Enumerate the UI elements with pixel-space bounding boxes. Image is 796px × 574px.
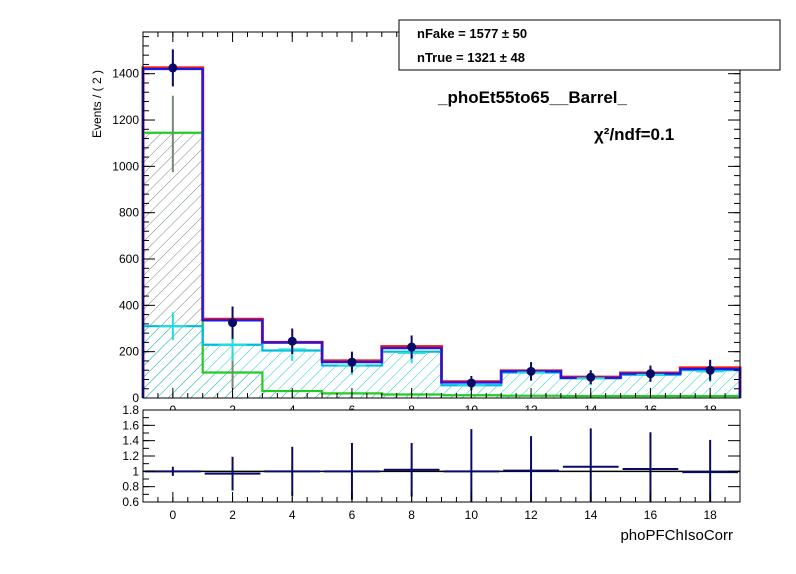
ratio-x-tick-label: 2	[229, 508, 236, 522]
data-point-marker	[347, 357, 357, 367]
main-data-points	[158, 49, 725, 392]
y-tick-label: 1000	[112, 159, 139, 173]
ratio-plot-background	[143, 410, 740, 502]
y-tick-label: 1400	[112, 67, 139, 81]
ratio-x-tick-label: 12	[524, 508, 538, 522]
legend: nFake = 1577 ± 50 nTrue = 1321 ± 48	[398, 19, 781, 71]
data-point-marker	[168, 63, 178, 73]
data-point	[228, 306, 238, 339]
true-point	[158, 312, 187, 341]
data-point	[586, 370, 596, 385]
ratio-x-tick-label: 14	[584, 508, 598, 522]
data-point-marker	[228, 318, 238, 328]
ratio-points	[145, 428, 738, 502]
ratio-point	[682, 439, 738, 502]
data-point-marker	[586, 372, 596, 382]
ratio-x-tick-label: 0	[170, 508, 177, 522]
data-point-marker	[645, 369, 655, 379]
data-point	[705, 359, 715, 381]
data-point	[645, 365, 655, 382]
ratio-y-tick-label: 1.6	[122, 418, 139, 432]
ratio-y-tick-label: 0.6	[122, 495, 139, 509]
data-point	[407, 335, 417, 359]
chi2-annotation: χ²/ndf=0.1	[594, 125, 674, 144]
data-point-marker	[526, 366, 536, 376]
ratio-x-tick-label: 4	[289, 508, 296, 522]
ratio-y-tick-label: 1.2	[122, 449, 139, 463]
ratio-x-tick-label: 6	[349, 508, 356, 522]
ratio-y-tick-label: 1.8	[122, 403, 139, 417]
data-point	[526, 362, 536, 381]
ratio-point	[562, 428, 619, 502]
ratio-point	[264, 446, 321, 496]
ratio-point	[204, 456, 261, 491]
legend-ntrue: nTrue = 1321 ± 48	[417, 50, 525, 65]
ratio-x-tick-label: 18	[703, 508, 717, 522]
ratio-y-tick-label: 0.8	[122, 480, 139, 494]
main-plot-background	[143, 32, 740, 398]
ratio-point	[443, 429, 500, 502]
ratio-point	[383, 442, 440, 497]
y-tick-label: 1200	[112, 113, 139, 127]
histogram-fill-bin	[620, 374, 681, 398]
data-point	[347, 351, 357, 373]
y-tick-label: 400	[119, 298, 139, 312]
x-axis-label: phoPFChIsoCorr	[620, 527, 733, 544]
ratio-x-tick-label: 10	[465, 508, 479, 522]
y-tick-label: 600	[119, 252, 139, 266]
data-point	[168, 49, 178, 87]
data-point	[287, 328, 297, 354]
legend-nfake: nFake = 1577 ± 50	[417, 26, 527, 41]
ratio-point	[622, 432, 679, 502]
ratio-x-tick-label: 16	[644, 508, 658, 522]
ratio-plot-panel: 0 2 4 6 8 10 12 14 16 18 0.60.8 11.21.4 1.61.8	[122, 403, 741, 522]
ratio-point	[503, 436, 559, 502]
y-tick-label: 0	[132, 391, 139, 405]
data-point	[466, 375, 476, 390]
ratio-y-tick-label: 1	[132, 464, 139, 478]
ratio-y-axis: 0.60.8 11.21.4 1.61.8	[122, 403, 740, 509]
data-point-marker	[407, 342, 417, 352]
y-axis-label: Events / ( 2 )	[90, 70, 104, 138]
plot-title-annotation: _phoEt55to65__Barrel_	[437, 88, 628, 107]
y-tick-label: 200	[119, 345, 139, 359]
data-point-marker	[466, 378, 476, 388]
data-point-marker	[705, 365, 715, 375]
ratio-x-axis: 0 2 4 6 8 10 12 14 16 18	[142, 492, 741, 522]
ratio-x-tick-label: 8	[408, 508, 415, 522]
legend-box	[398, 19, 781, 71]
ratio-point	[324, 442, 380, 500]
ratio-y-tick-label: 1.4	[122, 434, 139, 448]
y-tick-label: 800	[119, 206, 139, 220]
main-y-axis: 0 200 400 600 800 1000 1200 1400	[112, 36, 740, 405]
data-point-marker	[287, 336, 297, 346]
